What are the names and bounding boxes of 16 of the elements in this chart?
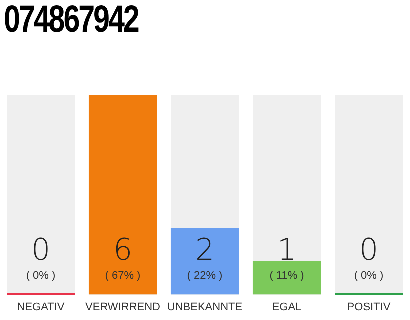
annotation: ( 0% ) [26, 270, 56, 282]
x-tick-label: POSITIV [347, 301, 392, 314]
x-tick-label: NEGATIV [17, 301, 66, 314]
x-tick-label: VERWIRREND [86, 301, 161, 314]
annotation: ( 11% ) [270, 270, 304, 282]
annotation: ( 67% ) [105, 270, 141, 282]
x-tick-label: UNBEKANNTE [167, 301, 243, 314]
annotation: ( 0% ) [354, 270, 384, 282]
data-label: 0 [359, 232, 379, 268]
annotation: ( 22% ) [187, 270, 223, 282]
data-label: 6 [113, 232, 133, 268]
chart-title: 074867942 [4, 0, 138, 41]
data-label: 0 [31, 232, 51, 268]
x-tick-label: EGAL [272, 301, 302, 314]
data-label: 2 [195, 232, 215, 268]
data-label: 1 [277, 232, 297, 268]
